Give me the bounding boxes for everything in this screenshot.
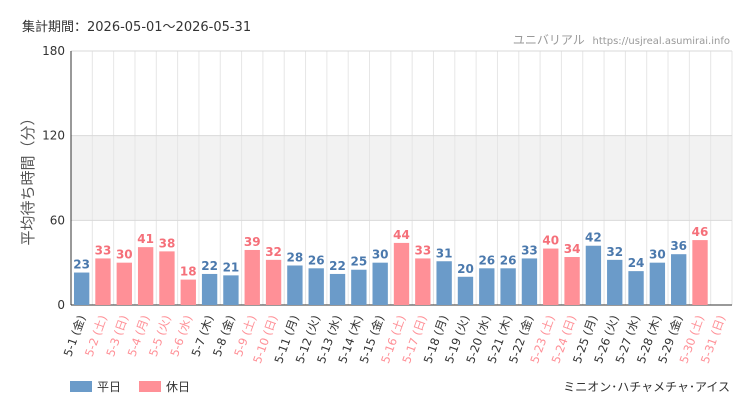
data-label: 46 [692, 225, 709, 239]
data-label: 26 [478, 253, 495, 267]
bar [671, 254, 687, 305]
bar [201, 273, 218, 305]
data-label: 26 [500, 253, 517, 267]
bar [692, 240, 708, 305]
data-label: 22 [329, 259, 346, 273]
site-url[interactable]: https://usjreal.asumirai.info [592, 36, 730, 47]
y-tick-label: 180 [42, 44, 65, 58]
holiday-swatch [139, 381, 162, 392]
data-label: 18 [180, 265, 197, 279]
data-label: 32 [265, 245, 282, 259]
data-label: 38 [159, 236, 176, 250]
bar [223, 275, 239, 305]
bar [73, 272, 90, 305]
bar [265, 259, 282, 305]
bar [500, 268, 516, 305]
bar [415, 258, 431, 305]
data-label: 41 [137, 232, 154, 246]
data-label: 32 [606, 245, 623, 259]
legend-item-weekday[interactable]: 平日 [70, 378, 121, 395]
attraction-name: ミニオン･ハチャメチャ･アイス [563, 380, 730, 394]
bar [607, 259, 623, 305]
legend: 平日 休日 [70, 378, 208, 395]
bar [116, 262, 132, 305]
data-label: 34 [564, 242, 581, 256]
bar [244, 249, 260, 305]
data-label: 40 [542, 234, 559, 248]
data-label: 33 [521, 243, 538, 257]
legend-label-holiday: 休日 [166, 380, 191, 394]
data-label: 30 [649, 248, 666, 262]
bar [521, 258, 538, 305]
data-label: 22 [201, 259, 218, 273]
bar [564, 257, 580, 305]
legend-label-weekday: 平日 [97, 380, 122, 394]
data-label: 24 [628, 256, 645, 270]
park-name: ユニバリアル [512, 33, 585, 47]
bar [649, 262, 666, 305]
site-credit: ユニバリアル https://usjreal.asumirai.info [513, 31, 730, 48]
data-label: 39 [244, 235, 261, 249]
bar [585, 245, 602, 305]
chart-band [71, 135, 732, 221]
data-label: 30 [116, 248, 133, 262]
bar [436, 261, 452, 305]
bar [372, 262, 388, 305]
weekday-swatch [70, 381, 92, 392]
data-label: 44 [393, 228, 410, 242]
data-label: 26 [308, 253, 325, 267]
bar [95, 258, 111, 305]
bar [308, 268, 324, 305]
bar [329, 273, 346, 305]
data-label: 36 [670, 239, 687, 253]
data-label: 28 [287, 250, 304, 264]
y-tick-label: 60 [50, 213, 65, 227]
bar [159, 251, 175, 305]
data-label: 21 [223, 260, 240, 274]
legend-item-holiday[interactable]: 休日 [139, 378, 190, 395]
bar [351, 269, 367, 305]
bar [180, 279, 196, 305]
data-label: 33 [95, 243, 112, 257]
bar [137, 247, 154, 305]
period-label: 集計期間：2026-05-01～2026-05-31 [22, 20, 252, 35]
y-tick-label: 0 [57, 298, 65, 312]
data-label: 20 [457, 262, 474, 276]
data-label: 33 [414, 243, 431, 257]
data-label: 31 [436, 246, 453, 260]
y-axis-label: 平均待ち時間（分） [19, 110, 37, 245]
data-label: 25 [351, 255, 368, 269]
data-label: 23 [73, 258, 90, 272]
bar [628, 271, 644, 305]
data-label: 30 [372, 248, 389, 262]
data-label: 42 [585, 231, 602, 245]
bar [457, 276, 474, 305]
bar [287, 265, 303, 305]
bar [393, 242, 410, 305]
y-tick-label: 120 [42, 129, 65, 143]
bar [543, 248, 559, 305]
bar [479, 268, 495, 305]
